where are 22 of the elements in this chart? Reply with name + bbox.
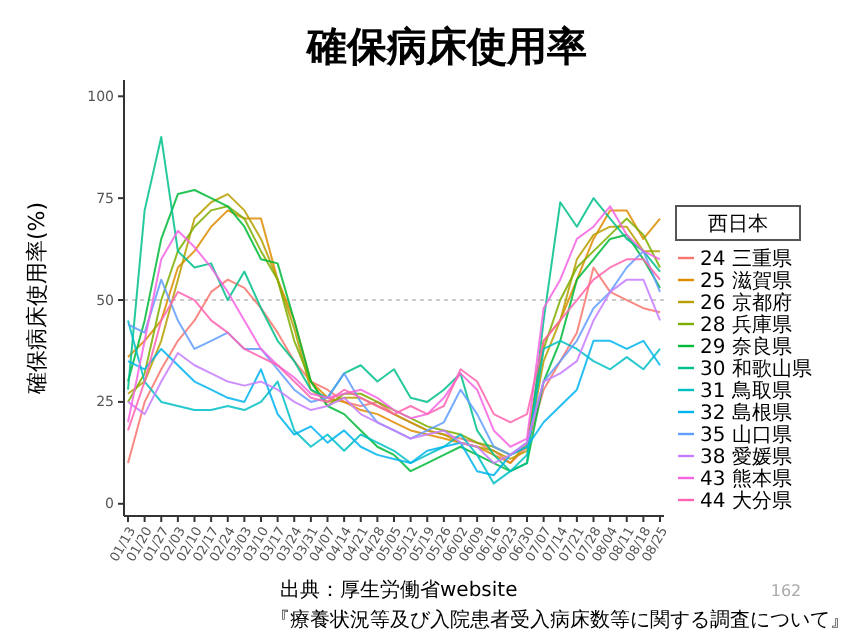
legend-label: 35 山口県 xyxy=(700,423,792,447)
legend-title: 西日本 xyxy=(708,212,768,236)
legend-label: 31 鳥取県 xyxy=(700,379,792,403)
line-series xyxy=(127,136,661,473)
text: 『療養状況等及び入院患者受入病床数等に関する調査について』 xyxy=(270,608,850,632)
line-series xyxy=(127,258,661,432)
text: 162 xyxy=(770,582,802,600)
legend-label: 38 愛媛県 xyxy=(700,445,792,469)
y-axis-title: 確保病床使用率(%) xyxy=(24,201,50,397)
legend-label: 29 奈良県 xyxy=(700,335,792,359)
legend-label: 24 三重県 xyxy=(700,247,792,271)
source-note: 出典：厚生労働省website xyxy=(280,578,518,602)
legend-label: 30 和歌山県 xyxy=(700,357,812,381)
legend-label: 43 熊本県 xyxy=(700,467,792,491)
line-series xyxy=(127,339,661,477)
legend-label: 32 島根県 xyxy=(700,401,792,425)
legend-label: 26 京都府 xyxy=(700,291,792,315)
line-series xyxy=(127,319,661,485)
legend-label: 28 兵庫県 xyxy=(700,313,792,337)
legend-label: 44 大分県 xyxy=(700,489,792,513)
legend-label: 25 滋賀県 xyxy=(700,269,792,293)
chart-title: 確保病床使用率 xyxy=(305,22,587,70)
